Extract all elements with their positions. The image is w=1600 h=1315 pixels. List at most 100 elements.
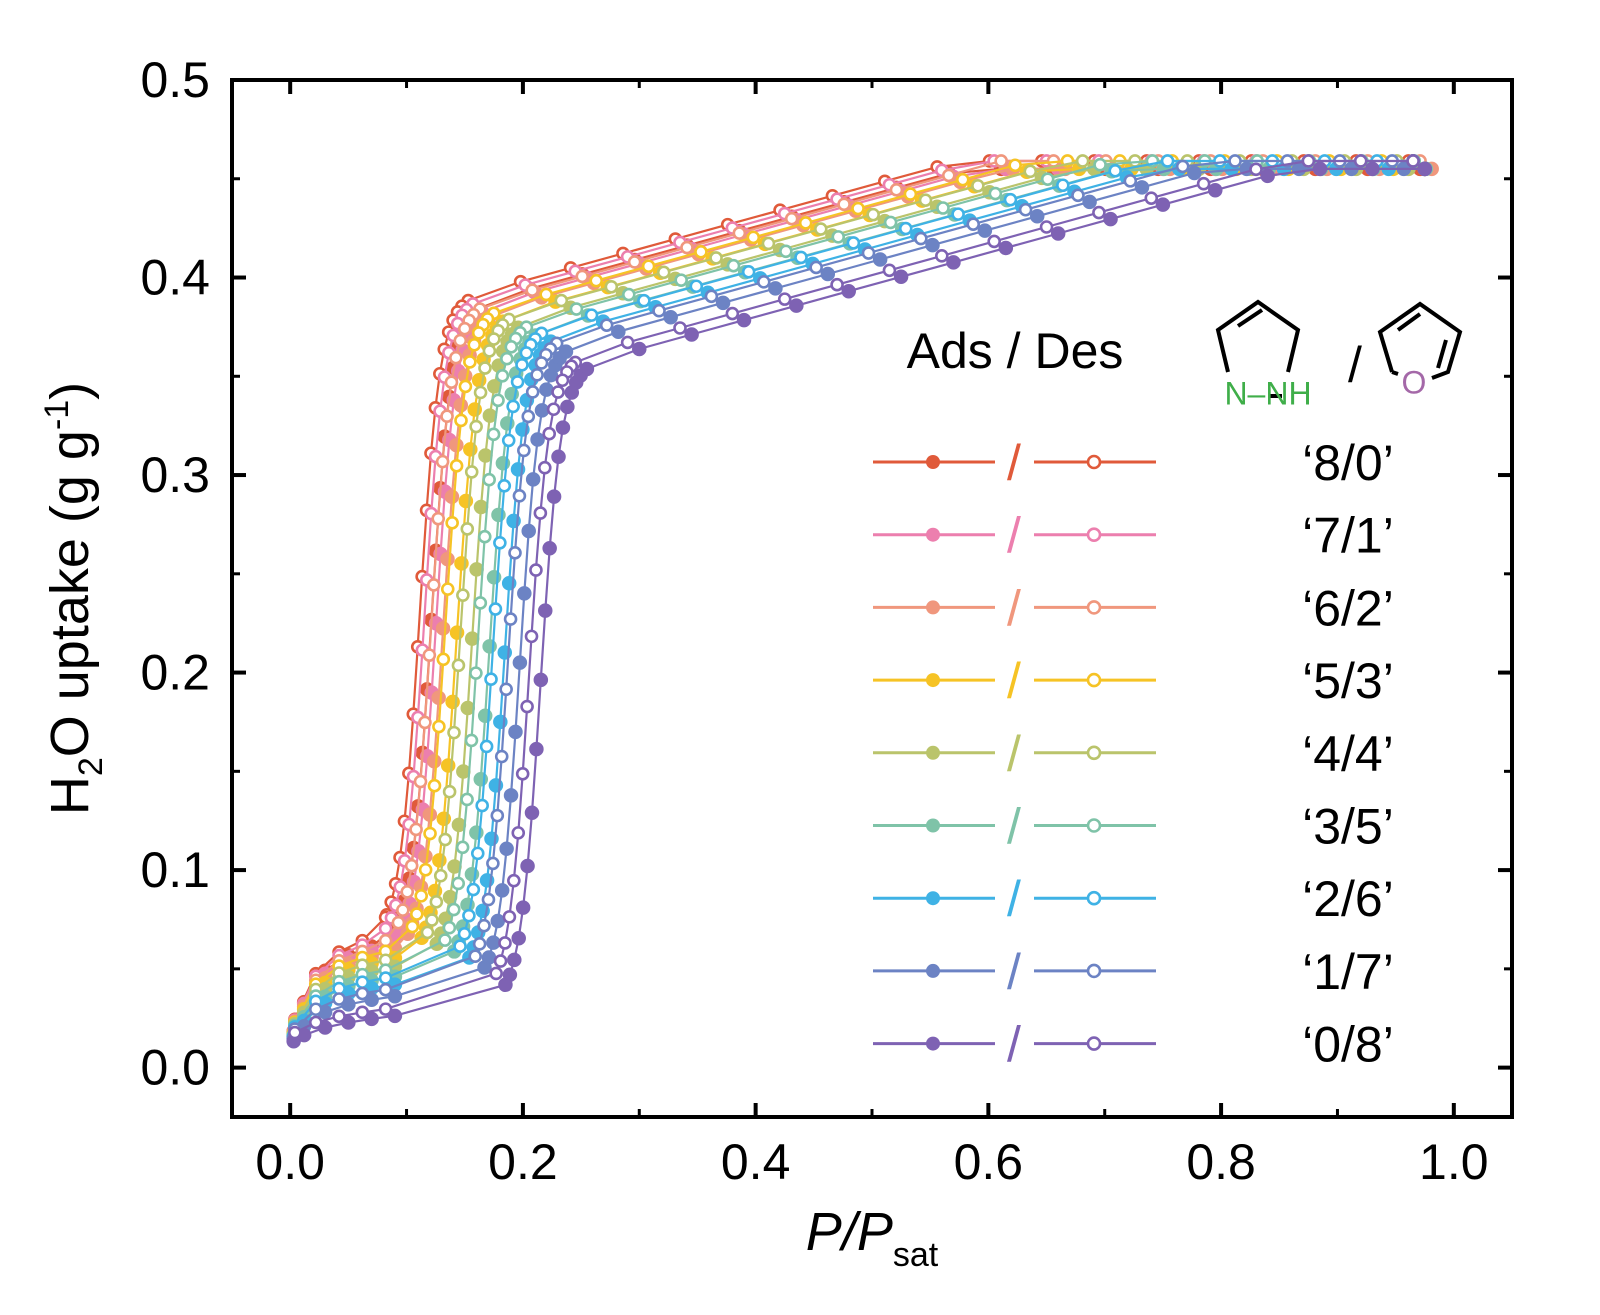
adsorption-point: [820, 266, 836, 282]
desorption-point: [794, 250, 808, 265]
desorption-point: [467, 338, 482, 352]
desorption-point: [914, 231, 928, 246]
desorption-point: [436, 652, 451, 667]
desorption-point: [308, 1015, 323, 1030]
desorption-point: [539, 287, 553, 302]
adsorption-point: [1050, 226, 1066, 241]
desorption-point: [546, 402, 561, 417]
adsorption-point: [579, 361, 595, 377]
legend-label: ‘4/4’: [1302, 726, 1394, 782]
adsorption-point: [503, 788, 519, 803]
desorption-point: [621, 287, 636, 302]
desorption-point: [431, 511, 445, 526]
desorption-point: [454, 413, 468, 428]
legend-ads-marker: [926, 455, 940, 469]
adsorption-point: [1029, 209, 1045, 224]
x-tick-label: 0.4: [721, 1134, 791, 1190]
y-axis-title-main: H: [40, 776, 100, 815]
desorption-point: [500, 351, 514, 366]
desorption-point: [732, 226, 747, 240]
adsorption-point: [663, 309, 678, 325]
desorption-point: [951, 207, 965, 221]
adsorption-point: [1155, 197, 1171, 212]
legend-row: / ‘1/7’: [873, 944, 1394, 1000]
desorption-point: [627, 255, 642, 269]
desorption-point: [1196, 176, 1211, 191]
desorption-point: [1092, 205, 1106, 220]
x-tick-label: 1.0: [1419, 1134, 1489, 1190]
desorption-point: [512, 489, 527, 503]
axis-ticks: 0.0 0.2 0.4 0.6 0.8 1.0 0.0 0.1 0.2 0.3 0.4 0.5: [140, 52, 1512, 1190]
desorption-point: [1056, 178, 1070, 193]
desorption-point: [898, 221, 913, 236]
desorption-point: [468, 949, 483, 964]
series-08: [286, 154, 1432, 1049]
legend-header: Ads / Des: [907, 323, 1124, 379]
adsorption-point: [490, 913, 506, 929]
desorption-point: [918, 193, 933, 208]
desorption-point: [1040, 172, 1055, 186]
desorption-point: [529, 563, 543, 577]
adsorption-point: [1082, 194, 1097, 210]
desorption-point: [813, 222, 828, 236]
desorption-point: [936, 201, 950, 215]
adsorption-point: [946, 255, 961, 270]
desorption-point: [551, 385, 565, 399]
x-axis-title: P/Psat: [806, 1202, 939, 1274]
desorption-point: [404, 858, 419, 873]
y-axis-title-sub: 2: [72, 757, 110, 776]
desorption-point: [589, 273, 604, 288]
desorption-point: [694, 245, 708, 259]
desorption-point: [422, 648, 437, 662]
series-group: [286, 154, 1439, 1049]
desorption-point: [466, 882, 481, 897]
desorption-point: [525, 283, 540, 298]
desorption-point: [493, 535, 507, 550]
desorption-point: [484, 672, 498, 687]
desorption-point: [491, 393, 505, 408]
desorption-point: [420, 925, 435, 940]
desorption-point: [1071, 188, 1085, 203]
desorption-point: [656, 265, 671, 280]
legend-ads-marker: [926, 745, 940, 760]
pyrazole-structure-icon: N–NH: [1215, 299, 1312, 411]
adsorption-point: [542, 541, 557, 556]
legend-row: / ‘8/0’: [873, 435, 1394, 491]
y-tick-label: 0.0: [140, 1040, 210, 1096]
desorption-point: [498, 936, 512, 950]
legend-separator: /: [1007, 944, 1021, 1000]
adsorption-point: [449, 437, 464, 453]
desorption-point: [502, 910, 517, 924]
desorption-point: [537, 460, 552, 475]
desorption-point: [400, 885, 415, 899]
adsorption-point: [768, 281, 783, 296]
legend-row: / ‘6/2’: [873, 580, 1394, 636]
desorption-point: [674, 273, 688, 287]
desorption-point: [1008, 158, 1022, 173]
desorption-point: [482, 344, 497, 358]
desorption-point: [458, 379, 473, 394]
desorption-point: [499, 682, 513, 697]
adsorption-point: [520, 858, 535, 874]
desorption-point: [725, 306, 740, 321]
y-axis-title: H2O uptake (g g-1): [38, 382, 110, 815]
desorption-point: [460, 522, 475, 536]
adsorption-point: [525, 472, 541, 487]
adsorption-point: [511, 930, 526, 946]
pyrazole-label: N–NH: [1224, 375, 1311, 411]
desorption-point: [426, 578, 441, 592]
desorption-point: [429, 895, 444, 909]
desorption-point: [432, 719, 446, 734]
desorption-point: [830, 277, 844, 292]
desorption-point: [489, 966, 503, 981]
desorption-point: [308, 1002, 323, 1017]
desorption-point: [378, 982, 393, 997]
desorption-point: [1228, 154, 1242, 168]
adsorption-point: [998, 240, 1014, 256]
adsorption-point: [530, 432, 545, 447]
desorption-point: [637, 293, 651, 308]
desorption-point: [490, 808, 505, 823]
adsorption-point: [1134, 180, 1150, 195]
adsorption-point: [872, 252, 888, 267]
desorption-point: [481, 892, 496, 907]
